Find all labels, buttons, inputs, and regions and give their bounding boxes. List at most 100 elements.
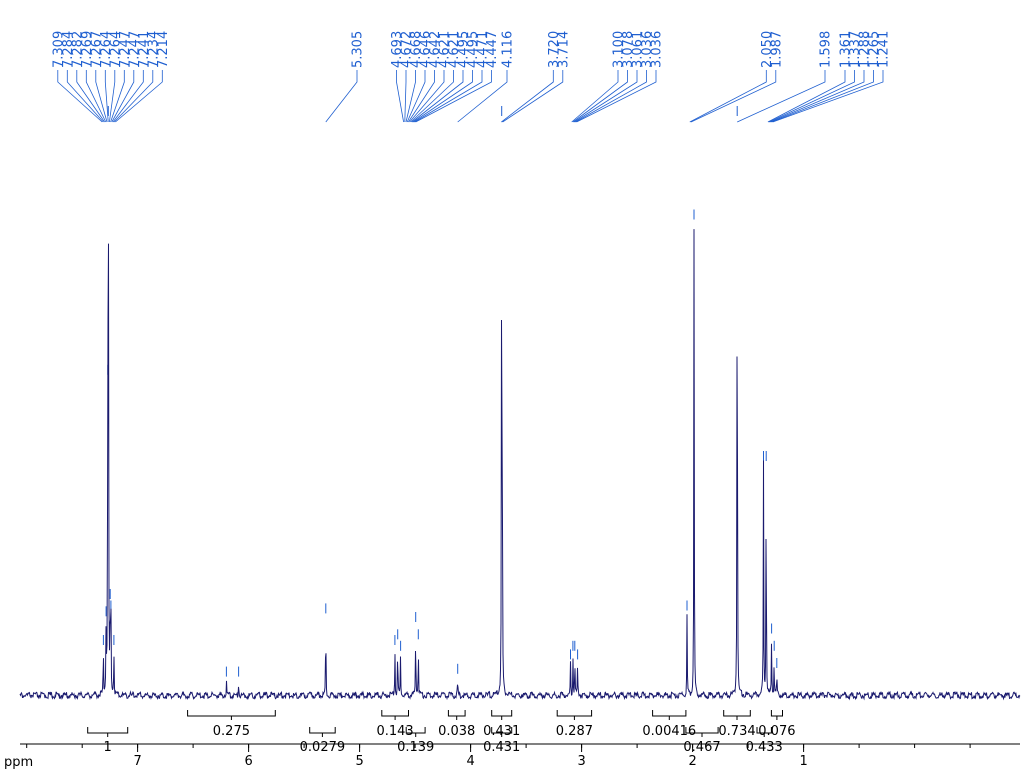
integral-bracket [87, 727, 129, 734]
x-axis-tick-label: 7 [133, 754, 141, 769]
peak-label: 3.061 [631, 31, 646, 68]
peak-label: 3.100 [612, 31, 627, 68]
peak-label: 4.116 [501, 31, 516, 68]
peak-label: 7.214 [156, 31, 171, 68]
peak-label-connector [575, 70, 647, 123]
peak-label-connector [412, 70, 473, 123]
x-axis-tick-label: 3 [577, 754, 585, 769]
peak-label: 2.050 [760, 31, 775, 68]
peak-label: 4.668 [409, 31, 424, 68]
peak-label-connector [85, 70, 107, 123]
peak-label: 4.693 [390, 31, 405, 68]
peak-label-connector [737, 70, 826, 123]
peak-label-connector [772, 70, 884, 123]
peak-label: 4.621 [438, 31, 453, 68]
integral-bracket [556, 710, 593, 717]
integral-value: 0.0279 [300, 740, 346, 755]
x-axis-tick-label: 4 [466, 754, 474, 769]
peak-label-connector [404, 70, 407, 123]
integral-bracket [491, 710, 513, 717]
integral-value: 0.275 [213, 724, 250, 739]
peak-label: 1.288 [858, 31, 873, 68]
peak-label-connector [415, 70, 492, 123]
peak-label: 4.447 [485, 31, 500, 68]
peak-label: 4.642 [428, 31, 443, 68]
peak-label-connector [66, 70, 104, 123]
peak-label: 7.267 [89, 31, 104, 68]
peak-label-connector [572, 70, 628, 123]
peak-label-connector [576, 70, 657, 123]
peak-label-connector [571, 70, 619, 123]
x-axis-tick-label: 2 [688, 754, 696, 769]
peak-label: 7.234 [146, 31, 161, 68]
integral-value: 0.734 [718, 724, 755, 739]
peak-label-connector [409, 70, 445, 123]
peak-label: 4.471 [476, 31, 491, 68]
peak-label: 1.987 [769, 31, 784, 68]
integral-bracket [381, 710, 409, 717]
peak-label: 3.036 [650, 31, 665, 68]
x-axis-unit-label: ppm [4, 755, 33, 770]
peak-label: 7.264 [99, 31, 114, 68]
peak-label: 7.269 [80, 31, 95, 68]
peak-label: 3.036 [640, 31, 655, 68]
peak-label: 5.305 [351, 31, 366, 68]
integral-value: 0.076 [758, 724, 795, 739]
peak-label-connector [502, 70, 564, 123]
peak-label-connector [104, 70, 109, 123]
integral-value: 0.431 [483, 724, 520, 739]
integral-bracket [309, 727, 336, 734]
integral-value: 0.143 [376, 724, 413, 739]
peak-label-connector [501, 70, 554, 123]
peak-label-connector [408, 70, 435, 123]
integral-value: 0.467 [683, 740, 720, 755]
peak-label: 4.495 [457, 31, 472, 68]
peak-label-connectors [57, 70, 884, 123]
peak-label-connector [690, 70, 777, 123]
peak-label-connector [414, 70, 483, 123]
peak-label-connector [112, 70, 144, 123]
peak-labels: 7.3097.2847.2827.2697.2677.2647.2647.247… [51, 31, 891, 68]
peak-label: 7.241 [137, 31, 152, 68]
peak-label-connector [411, 70, 464, 123]
peak-label-connector [76, 70, 105, 123]
peak-label: 1.265 [867, 31, 882, 68]
peak-label-connector [768, 70, 855, 123]
peak-label: 7.309 [51, 31, 66, 68]
peak-label: 4.621 [447, 31, 462, 68]
peak-label: 4.646 [419, 31, 434, 68]
integral-value: 0.431 [483, 740, 520, 755]
integral-value: 0.139 [397, 740, 434, 755]
integral-bracket [652, 710, 687, 717]
peak-label-connector [113, 70, 154, 123]
peak-label-connector [410, 70, 454, 123]
spectrum-trace [19, 229, 1021, 701]
peak-label: 1.241 [877, 31, 892, 68]
peak-label: 7.247 [127, 31, 142, 68]
peak-label-connector [406, 70, 426, 123]
peak-label-connector [767, 70, 846, 123]
peak-label-connector [111, 70, 135, 123]
peak-label-connector [457, 70, 508, 123]
peak-label: 7.264 [108, 31, 123, 68]
peak-label: 1.361 [839, 31, 854, 68]
peak-label-connector [396, 70, 404, 123]
peak-label: 7.284 [61, 31, 76, 68]
x-axis-tick-label: 6 [244, 754, 252, 769]
x-axis: 7 6 5 4 3 2 1 [20, 743, 1020, 769]
peak-label: 3.078 [621, 31, 636, 68]
integral-bracket [447, 710, 466, 717]
peak-label-connector [95, 70, 108, 123]
peak-label-connector [405, 70, 416, 123]
peak-label-connector [325, 70, 358, 123]
peak-label: 1.598 [819, 31, 834, 68]
integral-value: 1 [104, 740, 112, 755]
peak-label: 7.247 [118, 31, 133, 68]
integral-bracket [770, 710, 783, 717]
peak-label-connector [573, 70, 638, 123]
integral-bracket [723, 710, 751, 717]
peak-label: 4.672 [400, 31, 415, 68]
peak-label: 7.282 [70, 31, 85, 68]
